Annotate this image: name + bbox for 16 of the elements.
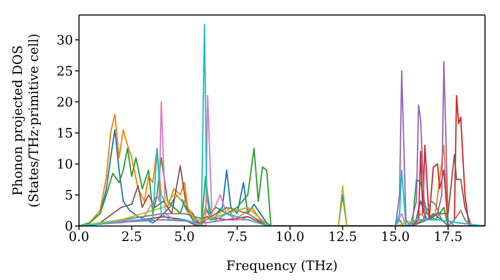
x-tick-label: 12.5 bbox=[328, 230, 358, 246]
x-tick-label: 17.5 bbox=[434, 230, 463, 246]
x-tick-label: 0.0 bbox=[68, 230, 90, 246]
y-tick-label: 10 bbox=[56, 158, 73, 173]
x-tick-label: 10.0 bbox=[275, 230, 304, 246]
y-tick-label: 25 bbox=[56, 64, 73, 80]
x-tick-label: 15.0 bbox=[380, 230, 410, 246]
y-axis-title: Phonon projected DOS (States/THz·primitive cell) bbox=[11, 33, 42, 208]
x-tick-label: 5.0 bbox=[174, 230, 195, 246]
x-tick-label: 2.5 bbox=[121, 230, 142, 246]
x-axis-title: Frequency (THz) bbox=[226, 259, 338, 274]
x-tick-label: 7.5 bbox=[226, 230, 248, 246]
y-tick-label: 5 bbox=[64, 188, 73, 204]
y-tick-label: 20 bbox=[56, 95, 73, 110]
y-tick-label: 15 bbox=[56, 126, 73, 142]
y-tick-label: 30 bbox=[56, 33, 73, 48]
